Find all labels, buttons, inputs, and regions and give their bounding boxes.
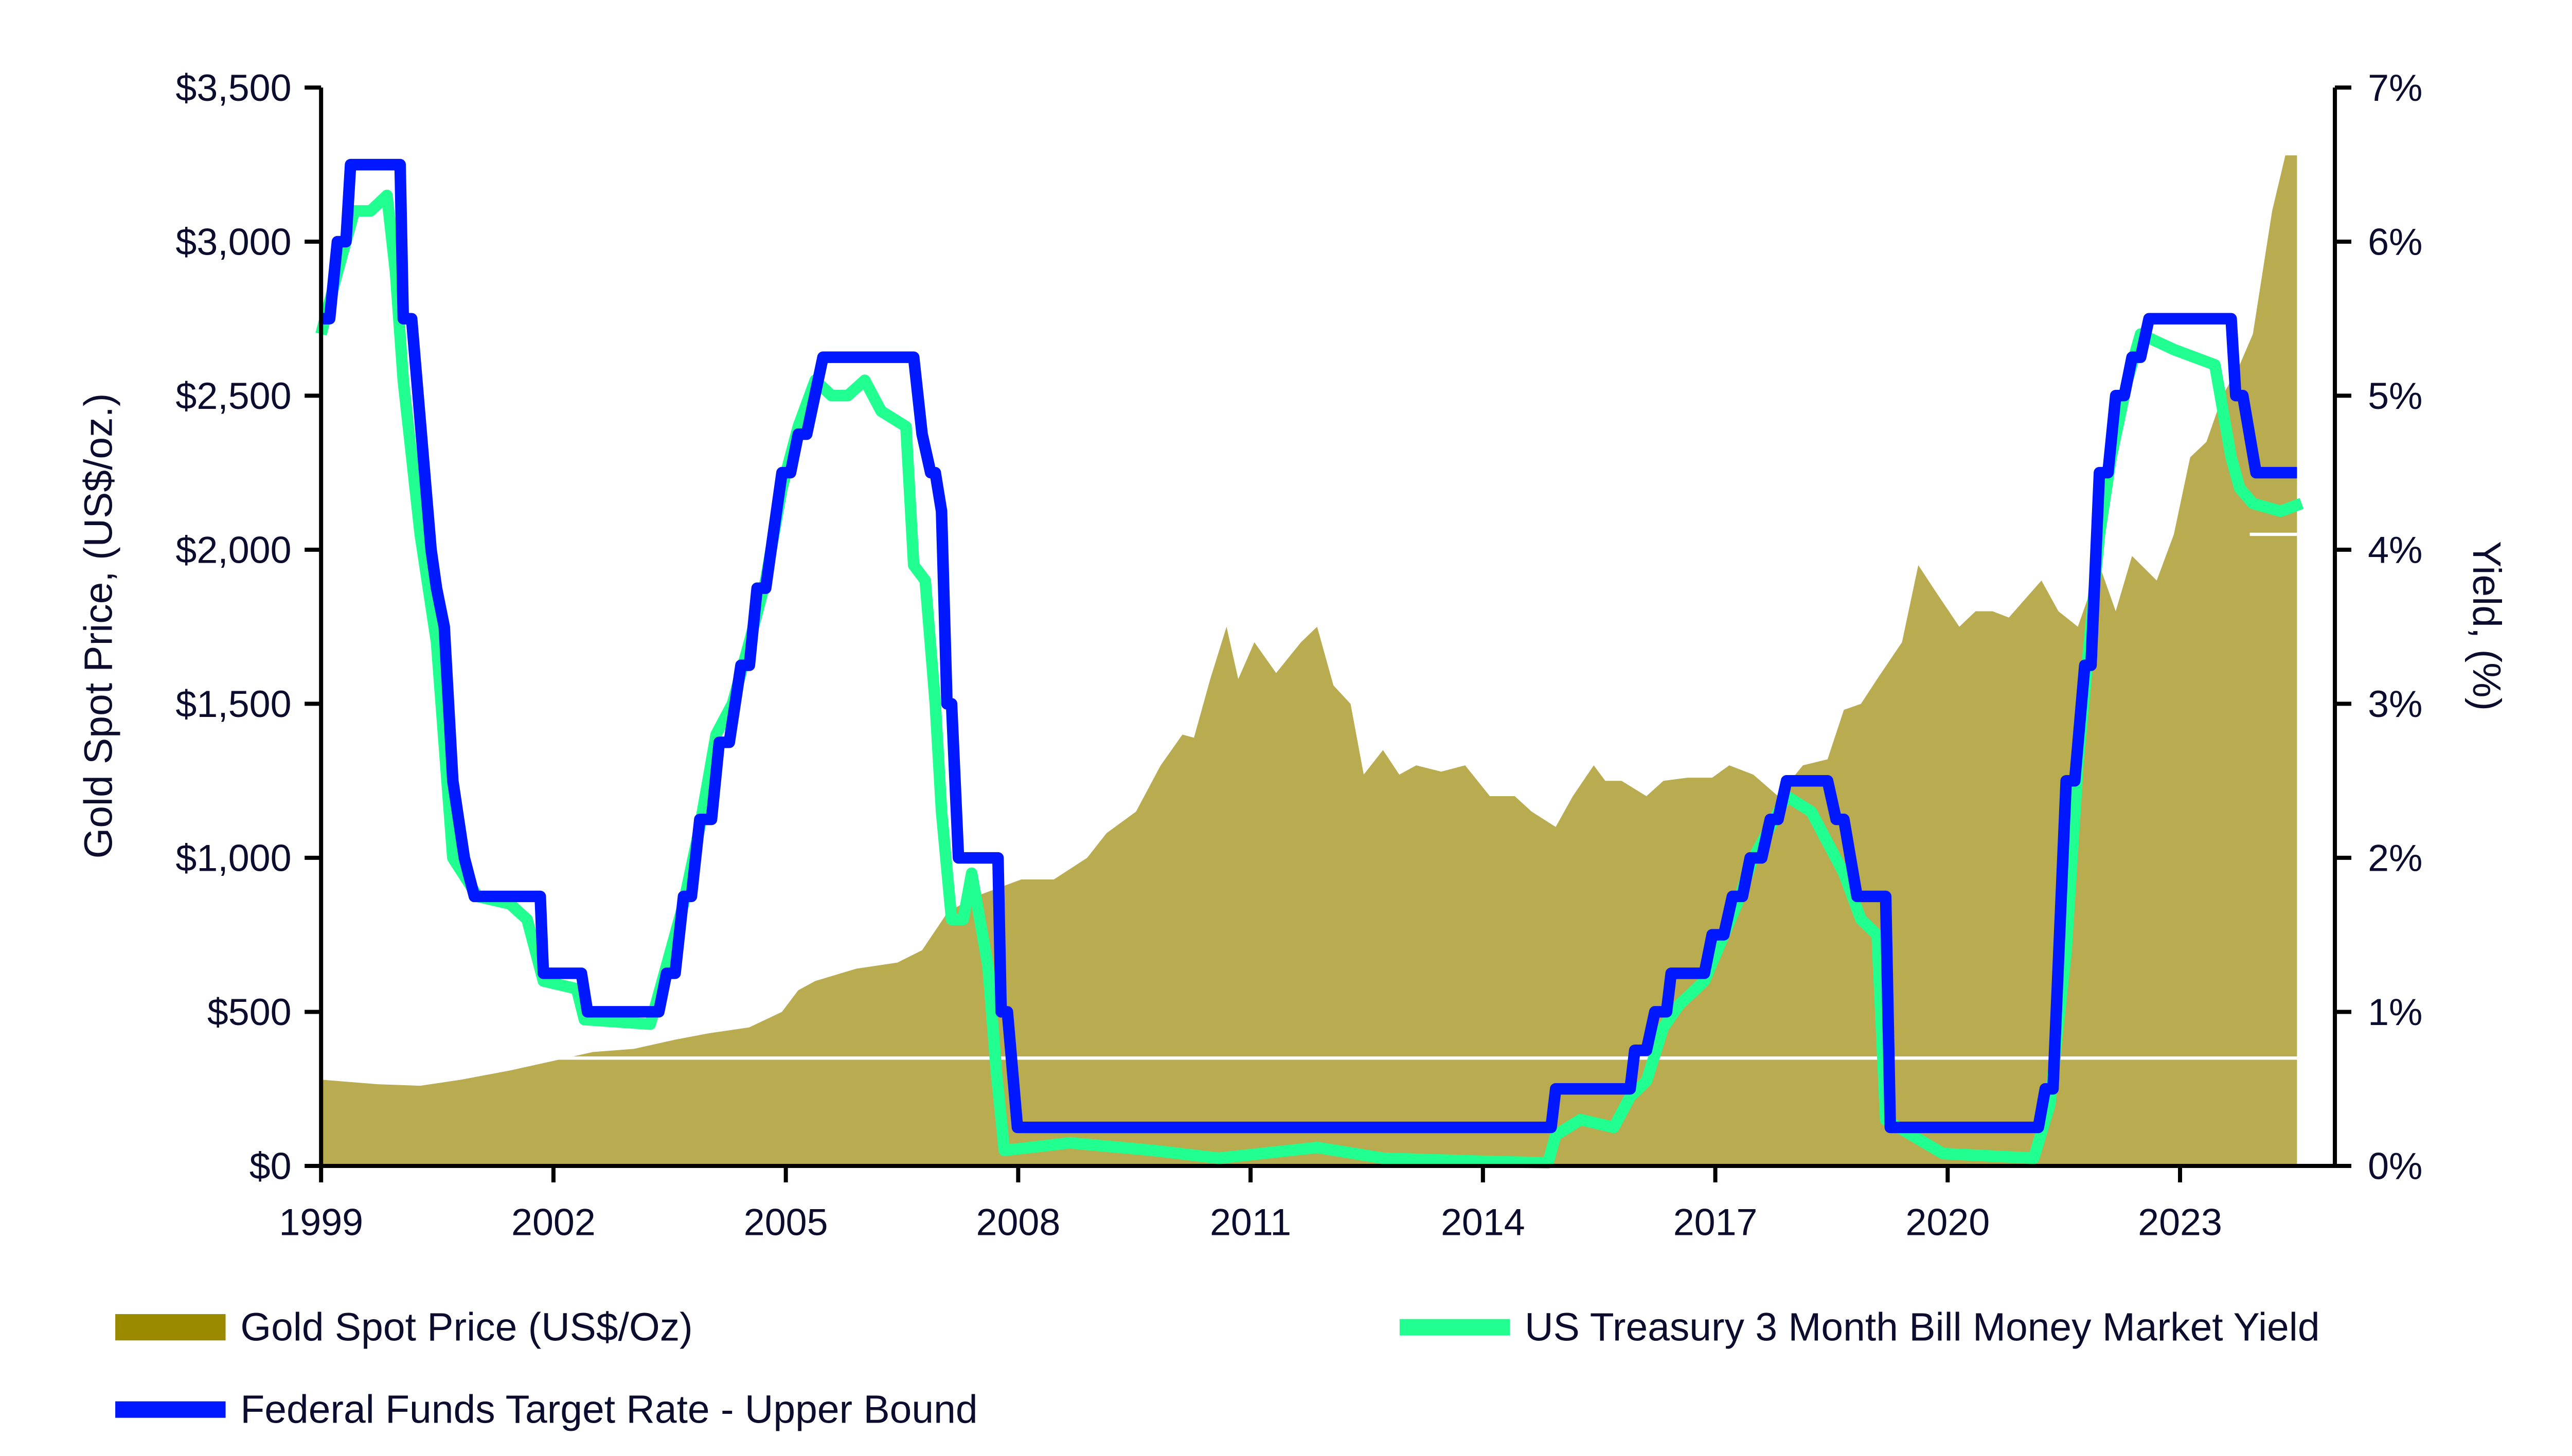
x-tick-label: 2020 — [1905, 1200, 1990, 1243]
y-tick-label-right: 5% — [2368, 374, 2422, 417]
fed-funds-line — [321, 158, 2297, 1134]
y-tick-label-left: $500 — [207, 991, 292, 1033]
gold-area — [321, 155, 2297, 1166]
axes: $0 $500 $1,000 $1,500 $2,000 $2,500 $3,000 $3,5… — [175, 66, 2422, 1244]
x-tick-label: 2005 — [744, 1200, 828, 1243]
y-tick-label-left: $1,500 — [175, 682, 291, 725]
legend-item-gold[interactable]: Gold Spot Price (US$/Oz) — [115, 1305, 693, 1349]
y-tick-label-left: $1,000 — [175, 837, 291, 879]
legend-swatch-gold — [115, 1314, 226, 1341]
y-tick-label-right: 6% — [2368, 220, 2422, 263]
y-tick-label-left: $2,000 — [175, 528, 291, 571]
legend-label-fed: Federal Funds Target Rate - Upper Bound — [240, 1387, 977, 1431]
plot-area — [315, 155, 2304, 1169]
x-tick-label: 2002 — [511, 1200, 596, 1243]
y-tick-label-right: 3% — [2368, 682, 2422, 725]
treasury-line — [315, 189, 2304, 1169]
legend: Gold Spot Price (US$/Oz) US Treasury 3 M… — [115, 1305, 2320, 1431]
legend-label-treasury: US Treasury 3 Month Bill Money Market Yi… — [1525, 1305, 2319, 1349]
legend-item-fed[interactable]: Federal Funds Target Rate - Upper Bound — [115, 1387, 978, 1431]
y-tick-label-right: 0% — [2368, 1145, 2422, 1188]
y-tick-label-left: $0 — [249, 1145, 292, 1188]
y-axis-title-left: Gold Spot Price, (US$/oz.) — [77, 393, 121, 859]
x-tick-label: 2017 — [1673, 1200, 1758, 1243]
legend-label-gold: Gold Spot Price (US$/Oz) — [240, 1305, 692, 1349]
x-tick-label: 2011 — [1210, 1200, 1291, 1243]
legend-item-treasury[interactable]: US Treasury 3 Month Bill Money Market Yi… — [1399, 1305, 2320, 1349]
x-tick-label: 2008 — [976, 1200, 1061, 1243]
legend-swatch-fed — [115, 1401, 226, 1418]
y-tick-label-right: 2% — [2368, 837, 2422, 879]
x-tick-label: 2014 — [1441, 1200, 1525, 1243]
y-tick-label-right: 4% — [2368, 528, 2422, 571]
y-tick-label-left: $3,000 — [175, 220, 291, 263]
y-tick-label-left: $2,500 — [175, 374, 291, 417]
y-tick-label-left: $3,500 — [175, 66, 291, 109]
x-tick-label: 1999 — [279, 1200, 363, 1243]
x-tick-label: 2023 — [2138, 1200, 2222, 1243]
legend-swatch-treasury — [1399, 1319, 1510, 1336]
y-axis-title-right: Yield, (%) — [2464, 541, 2509, 711]
y-tick-label-right: 7% — [2368, 66, 2422, 109]
y-tick-label-right: 1% — [2368, 991, 2422, 1033]
